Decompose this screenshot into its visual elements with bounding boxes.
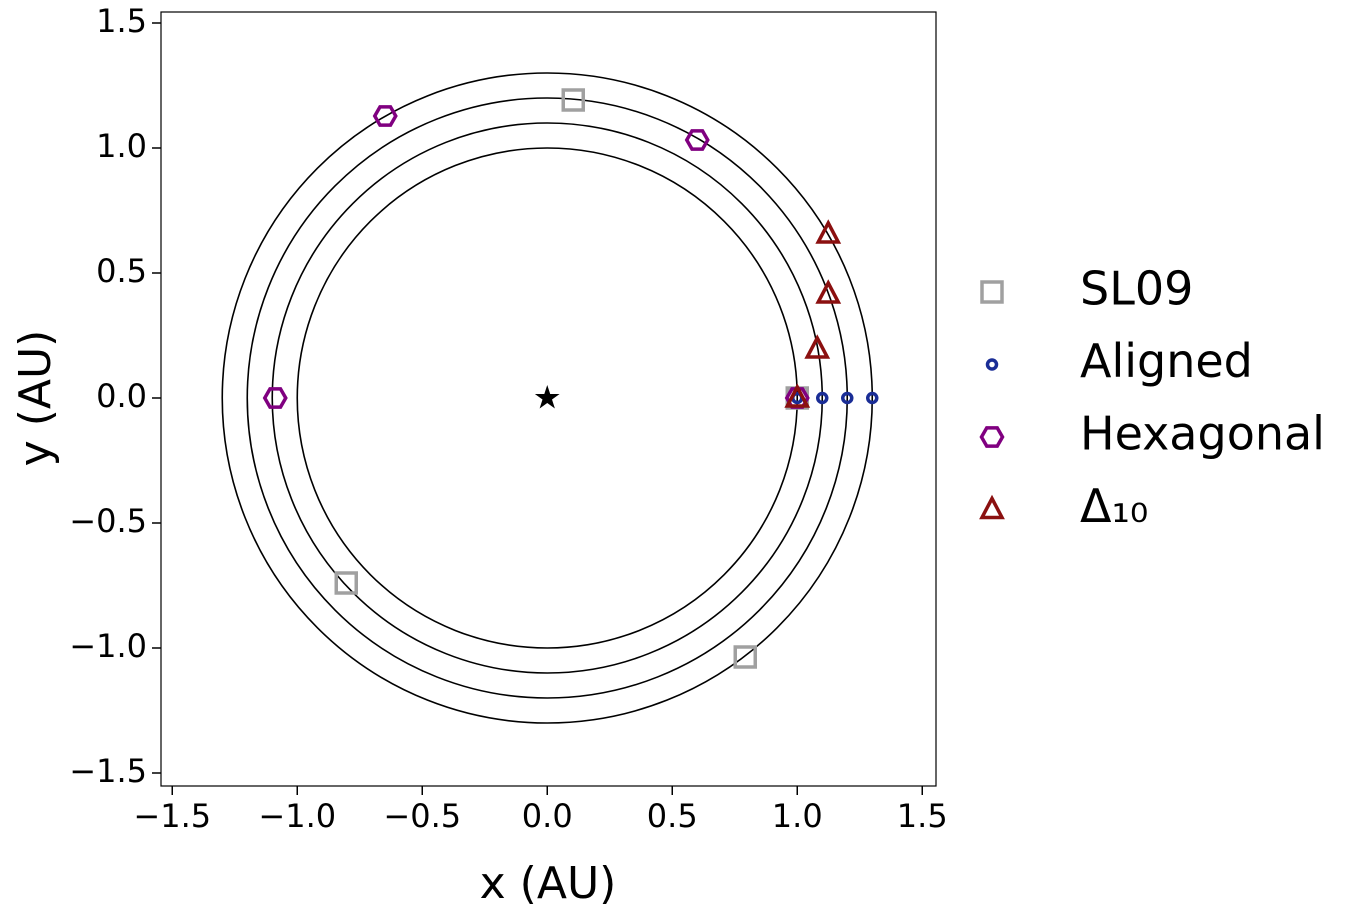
point xyxy=(684,129,710,151)
point xyxy=(784,383,811,408)
x-axis-label: x (AU) xyxy=(480,858,617,909)
legend-label: Hexagonal xyxy=(1080,407,1325,461)
legend-marker xyxy=(979,426,1005,448)
legend-label: Δ₁₀ xyxy=(1080,479,1148,533)
y-tick-label: 1.5 xyxy=(96,2,147,40)
y-tick-label: 0.0 xyxy=(96,377,147,415)
legend-marker xyxy=(985,358,999,371)
orbit xyxy=(246,97,849,699)
y-tick-label: −0.5 xyxy=(69,502,147,540)
point xyxy=(815,279,842,304)
star xyxy=(534,385,560,409)
point xyxy=(372,105,398,127)
y-tick-label: −1.0 xyxy=(69,627,147,665)
x-tick-label: 0.5 xyxy=(647,797,698,835)
x-tick-label: −0.5 xyxy=(383,797,461,835)
point xyxy=(866,391,879,405)
point xyxy=(561,88,585,112)
y-tick-label: 0.5 xyxy=(96,252,147,290)
legend-marker xyxy=(980,280,1004,304)
y-tick-label: −1.5 xyxy=(69,752,147,790)
x-tick-label: 1.5 xyxy=(897,797,948,835)
x-tick-label: 0.0 xyxy=(522,797,573,835)
point xyxy=(334,571,358,595)
legend-marker xyxy=(979,494,1005,520)
orbit xyxy=(296,147,799,649)
legend-label: Aligned xyxy=(1080,334,1253,388)
y-axis-label: y (AU) xyxy=(10,330,61,467)
orbit xyxy=(221,72,874,724)
point xyxy=(841,391,854,405)
point xyxy=(815,219,842,244)
y-tick-label: 1.0 xyxy=(96,127,147,165)
point xyxy=(262,387,288,409)
point xyxy=(816,391,829,405)
orbit xyxy=(271,122,824,674)
point xyxy=(804,334,831,359)
x-tick-label: 1.0 xyxy=(772,797,823,835)
point xyxy=(733,645,757,669)
x-tick-label: −1.0 xyxy=(258,797,336,835)
plot-frame xyxy=(160,11,937,787)
x-tick-label: −1.5 xyxy=(133,797,211,835)
legend-label: SL09 xyxy=(1080,262,1193,316)
